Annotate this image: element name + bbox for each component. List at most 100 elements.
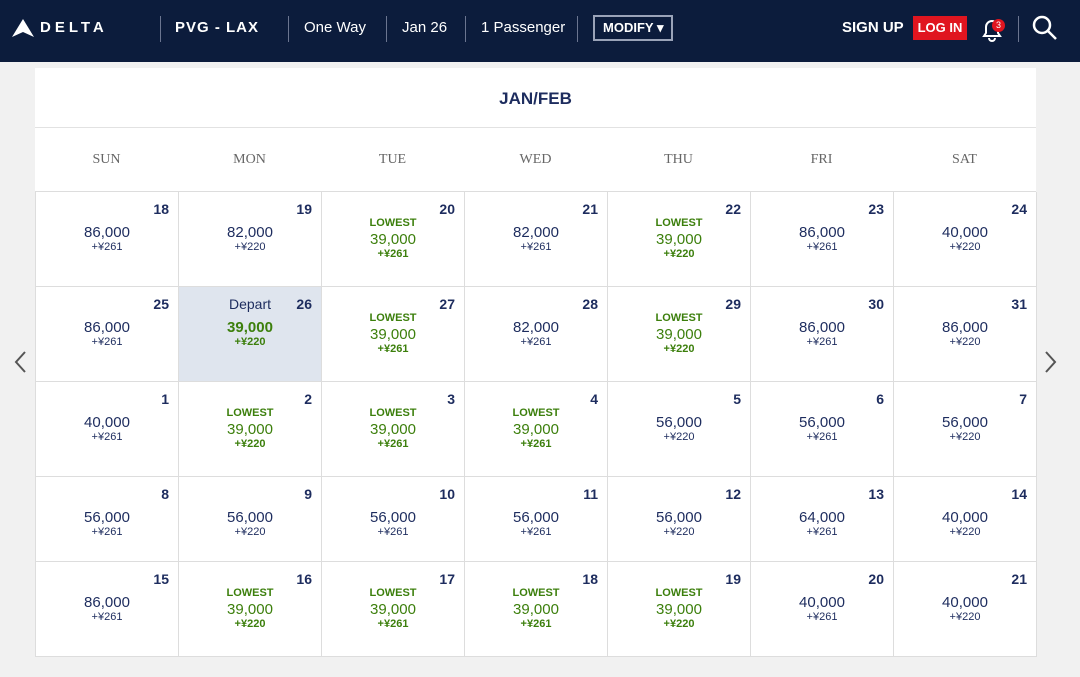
date-cell[interactable]: 30 86,000 +¥261 [751, 287, 894, 382]
login-button[interactable]: LOG IN [913, 16, 967, 40]
day-number: 16 [296, 571, 312, 587]
trip-type[interactable]: One Way [304, 19, 366, 36]
tax-fee: +¥220 [663, 248, 695, 260]
weekday: TUE [378, 152, 407, 167]
day-number: 27 [439, 296, 455, 312]
miles-price: 64,000 [799, 509, 845, 526]
day-number: 17 [439, 571, 455, 587]
date-cell[interactable]: 4 LOWEST 39,000 +¥261 [465, 382, 608, 477]
date-cell[interactable]: 18 86,000 +¥261 [36, 192, 179, 287]
tax-fee: +¥261 [91, 431, 123, 443]
day-number: 8 [161, 486, 169, 502]
date-cell[interactable]: 17 LOWEST 39,000 +¥261 [322, 562, 465, 657]
tax-fee: +¥261 [806, 431, 838, 443]
date-cell[interactable]: 22 LOWEST 39,000 +¥220 [608, 192, 751, 287]
delta-widget [12, 19, 34, 37]
miles-price: 56,000 [799, 414, 845, 431]
date-cell[interactable]: 14 40,000 +¥220 [894, 477, 1037, 562]
date-cell[interactable]: 27 LOWEST 39,000 +¥261 [322, 287, 465, 382]
date-cell[interactable]: 5 56,000 +¥220 [608, 382, 751, 477]
date-cell[interactable]: 28 82,000 +¥261 [465, 287, 608, 382]
day-number: 22 [725, 201, 741, 217]
day-number: 14 [1011, 486, 1027, 502]
tax-fee: +¥261 [377, 343, 409, 355]
miles-price: 40,000 [942, 594, 988, 611]
travel-date[interactable]: Jan 26 [402, 19, 448, 36]
day-number: 25 [153, 296, 169, 312]
date-cell[interactable]: 3 LOWEST 39,000 +¥261 [322, 382, 465, 477]
date-cell[interactable]: 21 40,000 +¥220 [894, 562, 1037, 657]
date-cell[interactable]: 12 56,000 +¥220 [608, 477, 751, 562]
tax-fee: +¥220 [663, 618, 695, 630]
date-cell[interactable]: 13 64,000 +¥261 [751, 477, 894, 562]
next-arrow[interactable] [1041, 348, 1061, 376]
day-number: 13 [868, 486, 884, 502]
miles-price: 39,000 [227, 421, 273, 438]
date-cell[interactable]: 21 82,000 +¥261 [465, 192, 608, 287]
fare-tag: LOWEST [512, 407, 560, 419]
miles-price: 39,000 [656, 231, 702, 248]
miles-price: 56,000 [227, 509, 273, 526]
miles-price: 86,000 [942, 319, 988, 336]
date-cell[interactable]: 11 56,000 +¥261 [465, 477, 608, 562]
date-cell[interactable]: 20 LOWEST 39,000 +¥261 [322, 192, 465, 287]
miles-price: 39,000 [656, 601, 702, 618]
date-cell[interactable]: 18 LOWEST 39,000 +¥261 [465, 562, 608, 657]
modify-button[interactable]: MODIFY ▾ [593, 15, 673, 41]
miles-price: 86,000 [799, 224, 845, 241]
month-title: JAN/FEB [35, 68, 1036, 128]
day-number: 9 [304, 486, 312, 502]
date-cell[interactable]: 15 86,000 +¥261 [36, 562, 179, 657]
tax-fee: +¥261 [520, 526, 552, 538]
date-cell[interactable]: 25 86,000 +¥261 [36, 287, 179, 382]
tax-fee: +¥261 [377, 526, 409, 538]
tax-fee: +¥261 [377, 248, 409, 260]
day-number: 18 [153, 201, 169, 217]
fare-tag: Depart [228, 296, 272, 312]
date-cell[interactable]: 19 82,000 +¥220 [179, 192, 322, 287]
fare-tag: LOWEST [512, 587, 560, 599]
previous-arrow[interactable] [11, 348, 31, 376]
weekday: WED [519, 152, 552, 167]
day-number: 21 [582, 201, 598, 217]
weekday-row: SUN MON TUE WED THU FRI SAT [35, 128, 1036, 191]
fare-tag: LOWEST [369, 312, 417, 324]
day-number: 6 [876, 391, 884, 407]
tax-fee: +¥220 [949, 241, 981, 253]
logo[interactable]: DELTA [40, 19, 108, 36]
date-cell[interactable]: 6 56,000 +¥261 [751, 382, 894, 477]
tax-fee: +¥261 [520, 336, 552, 348]
date-cell[interactable]: 16 LOWEST 39,000 +¥220 [179, 562, 322, 657]
tax-fee: +¥261 [520, 438, 552, 450]
miles-price: 39,000 [370, 421, 416, 438]
modify-label: MODIFY [603, 20, 654, 35]
passengers[interactable]: 1 Passenger [481, 19, 566, 36]
date-cell[interactable]: 8 56,000 +¥261 [36, 477, 179, 562]
search-icon[interactable] [1032, 15, 1058, 41]
day-number: 4 [590, 391, 598, 407]
date-cell[interactable]: 7 56,000 +¥220 [894, 382, 1037, 477]
date-cell[interactable]: 31 86,000 +¥220 [894, 287, 1037, 382]
sign-up-link[interactable]: SIGN UP [842, 19, 904, 36]
tax-fee: +¥261 [806, 526, 838, 538]
date-cell[interactable]: 26 Depart 39,000 +¥220 [179, 287, 322, 382]
date-cell[interactable]: 20 40,000 +¥261 [751, 562, 894, 657]
route[interactable]: PVG - LAX [175, 19, 260, 36]
weekday: THU [664, 152, 693, 167]
day-number: 2 [304, 391, 312, 407]
date-cell[interactable]: 2 LOWEST 39,000 +¥220 [179, 382, 322, 477]
miles-price: 39,000 [227, 319, 273, 336]
day-number: 26 [296, 296, 312, 312]
fare-tag: LOWEST [226, 407, 274, 419]
miles-price: 39,000 [370, 231, 416, 248]
date-cell[interactable]: 1 40,000 +¥261 [36, 382, 179, 477]
date-cell[interactable]: 9 56,000 +¥220 [179, 477, 322, 562]
miles-price: 40,000 [799, 594, 845, 611]
date-cell[interactable]: 10 56,000 +¥261 [322, 477, 465, 562]
tax-fee: +¥261 [91, 336, 123, 348]
date-cell[interactable]: 19 LOWEST 39,000 +¥220 [608, 562, 751, 657]
tax-fee: +¥261 [91, 526, 123, 538]
date-cell[interactable]: 24 40,000 +¥220 [894, 192, 1037, 287]
date-cell[interactable]: 23 86,000 +¥261 [751, 192, 894, 287]
date-cell[interactable]: 29 LOWEST 39,000 +¥220 [608, 287, 751, 382]
